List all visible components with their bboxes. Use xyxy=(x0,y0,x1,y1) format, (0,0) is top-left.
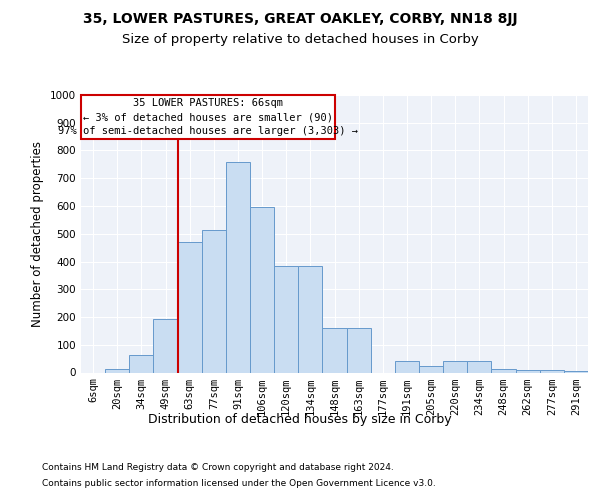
Bar xyxy=(226,162,250,372)
Bar xyxy=(515,370,540,372)
Text: Distribution of detached houses by size in Corby: Distribution of detached houses by size … xyxy=(148,412,452,426)
Bar xyxy=(202,230,226,372)
Bar xyxy=(564,371,588,372)
Bar xyxy=(178,242,202,372)
Bar xyxy=(395,362,419,372)
Text: Contains public sector information licensed under the Open Government Licence v3: Contains public sector information licen… xyxy=(42,478,436,488)
Bar xyxy=(129,356,154,372)
Text: Contains HM Land Registry data © Crown copyright and database right 2024.: Contains HM Land Registry data © Crown c… xyxy=(42,464,394,472)
Text: 35 LOWER PASTURES: 66sqm
← 3% of detached houses are smaller (90)
97% of semi-de: 35 LOWER PASTURES: 66sqm ← 3% of detache… xyxy=(58,98,358,136)
Bar xyxy=(105,369,129,372)
Bar xyxy=(540,370,564,372)
Bar xyxy=(347,328,371,372)
Bar xyxy=(419,366,443,372)
Bar xyxy=(298,266,322,372)
Bar xyxy=(443,360,467,372)
Text: Size of property relative to detached houses in Corby: Size of property relative to detached ho… xyxy=(122,32,478,46)
Bar xyxy=(274,266,298,372)
Bar xyxy=(491,369,515,372)
FancyBboxPatch shape xyxy=(81,95,335,140)
Bar xyxy=(322,328,347,372)
Bar xyxy=(467,360,491,372)
Text: 35, LOWER PASTURES, GREAT OAKLEY, CORBY, NN18 8JJ: 35, LOWER PASTURES, GREAT OAKLEY, CORBY,… xyxy=(83,12,517,26)
Y-axis label: Number of detached properties: Number of detached properties xyxy=(31,141,44,327)
Bar xyxy=(154,319,178,372)
Bar xyxy=(250,208,274,372)
